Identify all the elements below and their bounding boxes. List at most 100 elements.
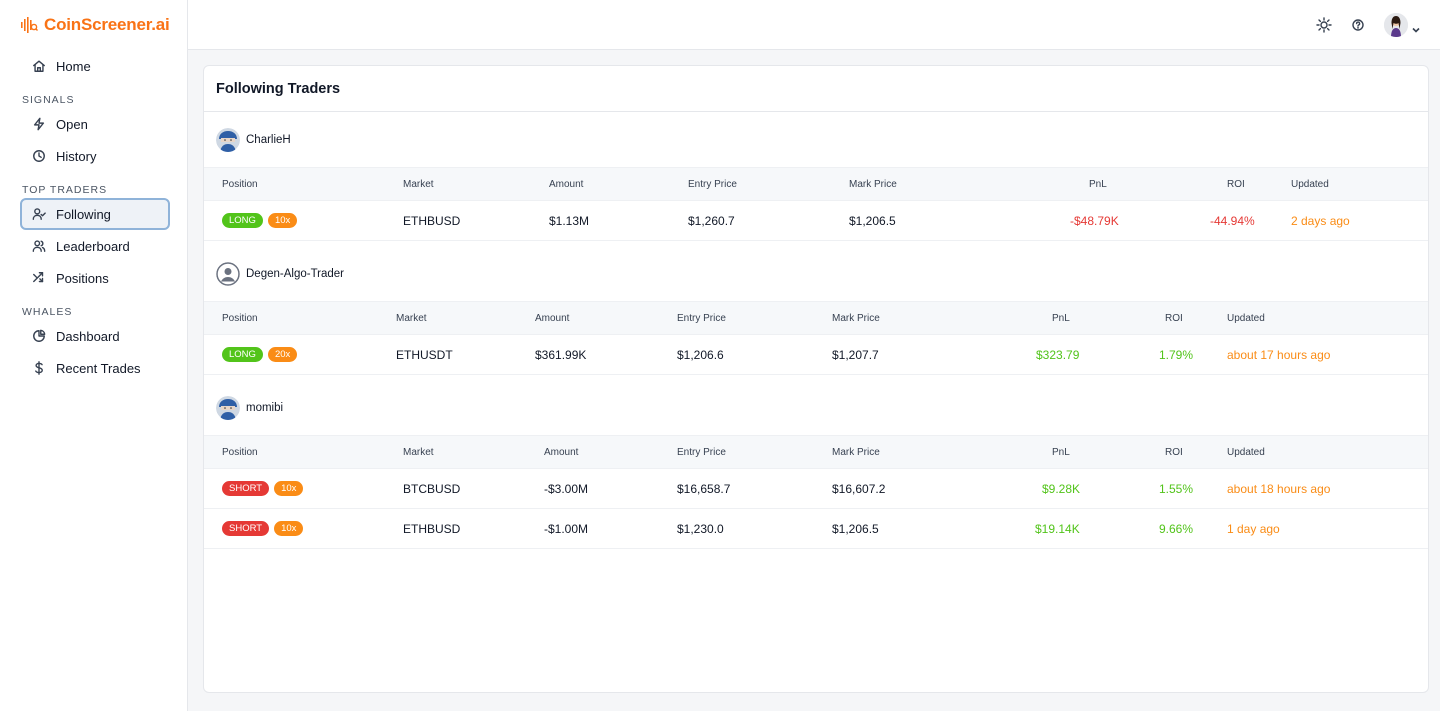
sun-icon[interactable] (1316, 17, 1332, 33)
column-header-position: Position (222, 178, 258, 190)
roi-cell: 1.55% (1159, 481, 1194, 496)
sidebar-item-label: History (56, 148, 97, 164)
table-header: Position Market Amount Entry Price Mark … (204, 435, 1428, 469)
updated-cell: 1 day ago (1227, 521, 1280, 536)
column-header-updated: Updated (1227, 312, 1265, 324)
sidebar-item-label: Dashboard (56, 328, 120, 344)
mark-price-cell: $1,207.7 (832, 347, 879, 362)
sidebar-item-label: Following (56, 206, 111, 222)
roi-cell: 9.66% (1159, 521, 1194, 536)
entry-price-cell: $1,260.7 (688, 213, 735, 228)
sidebar-item-label: Recent Trades (56, 360, 141, 376)
column-header-amount: Amount (549, 178, 584, 190)
page-title: Following Traders (204, 66, 1428, 112)
clock-icon (32, 149, 46, 163)
table-row[interactable]: LONG 10x ETHBUSD $1.13M $1,260.7 $1,206.… (204, 201, 1428, 241)
following-traders-card: Following Traders CharlieH Position Mark… (203, 65, 1429, 693)
market-cell: ETHBUSD (403, 521, 461, 536)
column-header-entry-price: Entry Price (677, 312, 726, 324)
chevron-down-icon[interactable] (1412, 21, 1420, 33)
user-menu[interactable] (1384, 13, 1420, 37)
leverage-badge: 10x (267, 213, 298, 228)
trader-header[interactable]: Degen-Algo-Trader (204, 247, 1428, 301)
mark-price-cell: $16,607.2 (832, 481, 886, 496)
side-badge: SHORT (222, 481, 270, 496)
market-cell: ETHBUSD (403, 213, 461, 228)
trader-avatar (216, 396, 240, 420)
market-cell: ETHUSDT (396, 347, 453, 362)
top-header (188, 0, 1440, 50)
column-header-amount: Amount (544, 446, 579, 458)
roi-cell: -44.94% (1210, 213, 1255, 228)
pie-chart-icon (32, 329, 46, 343)
home-icon (32, 59, 46, 73)
leverage-badge: 10x (274, 481, 304, 496)
bolt-icon (32, 117, 46, 131)
table-header: Position Market Amount Entry Price Mark … (204, 301, 1428, 335)
amount-cell: $361.99K (535, 347, 587, 362)
column-header-updated: Updated (1291, 178, 1329, 190)
table-row[interactable]: SHORT 10x ETHBUSD -$1.00M $1,230.0 $1,20… (204, 509, 1428, 549)
column-header-pnl: PnL (1089, 178, 1107, 190)
trader-header[interactable]: CharlieH (204, 113, 1428, 167)
table-row[interactable]: SHORT 10x BTCBUSD -$3.00M $16,658.7 $16,… (204, 469, 1428, 509)
column-header-amount: Amount (535, 312, 570, 324)
logo-icon (21, 17, 38, 33)
sidebar-item-label: Leaderboard (56, 238, 130, 254)
side-badge: LONG (222, 347, 263, 362)
sidebar-item-open[interactable]: Open (20, 108, 170, 140)
amount-cell: -$1.00M (544, 521, 589, 536)
amount-cell: -$3.00M (544, 481, 589, 496)
position-badges: SHORT 10x (222, 469, 308, 508)
sidebar-item-leaderboard[interactable]: Leaderboard (20, 230, 170, 262)
trader-section: momibi Position Market Amount Entry Pric… (204, 381, 1428, 549)
position-badges: SHORT 10x (222, 509, 308, 548)
column-header-pnl: PnL (1052, 446, 1070, 458)
market-cell: BTCBUSD (403, 481, 461, 496)
pnl-cell: $323.79 (1036, 347, 1080, 362)
leverage-badge: 10x (274, 521, 304, 536)
column-header-mark-price: Mark Price (832, 312, 880, 324)
position-badges: LONG 10x (222, 201, 302, 240)
sidebar-item-label: Home (56, 58, 91, 74)
column-header-pnl: PnL (1052, 312, 1070, 324)
pnl-cell: $9.28K (1042, 481, 1081, 496)
trader-name: momibi (246, 402, 284, 414)
table-header: Position Market Amount Entry Price Mark … (204, 167, 1428, 201)
sidebar-item-dashboard[interactable]: Dashboard (20, 320, 170, 352)
trader-section: Degen-Algo-Trader Position Market Amount… (204, 247, 1428, 375)
trader-section: CharlieH Position Market Amount Entry Pr… (204, 113, 1428, 241)
sidebar-section-whales: WHALES (22, 306, 73, 318)
table-row[interactable]: LONG 20x ETHUSDT $361.99K $1,206.6 $1,20… (204, 335, 1428, 375)
trader-avatar (216, 128, 240, 152)
entry-price-cell: $1,206.6 (677, 347, 724, 362)
sidebar-item-history[interactable]: History (20, 140, 170, 172)
trader-header[interactable]: momibi (204, 381, 1428, 435)
sidebar-item-following[interactable]: Following (20, 198, 170, 230)
column-header-position: Position (222, 312, 258, 324)
pnl-cell: -$48.79K (1070, 213, 1119, 228)
column-header-market: Market (403, 446, 434, 458)
trader-name: CharlieH (246, 134, 291, 146)
column-header-position: Position (222, 446, 258, 458)
trader-name: Degen-Algo-Trader (246, 268, 345, 280)
column-header-updated: Updated (1227, 446, 1265, 458)
updated-cell: about 17 hours ago (1227, 347, 1331, 362)
amount-cell: $1.13M (549, 213, 590, 228)
side-badge: LONG (222, 213, 263, 228)
position-badges: LONG 20x (222, 335, 302, 374)
sidebar-item-home[interactable]: Home (20, 50, 170, 82)
sidebar-nav: Home SIGNALS Open History TOP TRADERS Fo… (0, 50, 187, 384)
avatar[interactable] (1384, 13, 1408, 37)
app-name: CoinScreener.ai (44, 15, 170, 34)
mark-price-cell: $1,206.5 (832, 521, 879, 536)
updated-cell: 2 days ago (1291, 213, 1350, 228)
users-icon (32, 239, 46, 253)
help-icon[interactable] (1350, 17, 1366, 33)
updated-cell: about 18 hours ago (1227, 481, 1331, 496)
sidebar-section-top-traders: TOP TRADERS (22, 184, 108, 196)
sidebar-item-recent-trades[interactable]: Recent Trades (20, 352, 170, 384)
sidebar-item-positions[interactable]: Positions (20, 262, 170, 294)
sidebar-section-signals: SIGNALS (22, 94, 75, 106)
logo[interactable]: CoinScreener.ai (0, 0, 187, 50)
